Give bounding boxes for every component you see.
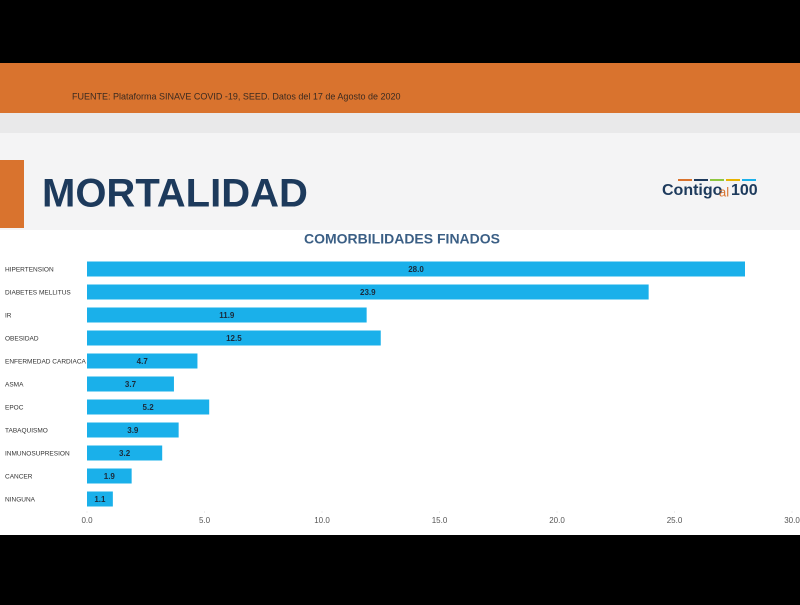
chart-title: COMORBILIDADES FINADOS bbox=[304, 231, 500, 247]
plot: 0.0 5.0 10.0 15.0 20.0 25.0 30.0 HIPERTENSION 28… bbox=[5, 261, 800, 525]
x-tick-label: 15.0 bbox=[432, 516, 448, 525]
y-tick-label: TABAQUISMO bbox=[5, 428, 48, 435]
letterbox-top bbox=[0, 0, 800, 63]
gray-band bbox=[0, 113, 800, 133]
value-label: 23.9 bbox=[360, 288, 376, 297]
source-text: FUENTE: Plataforma SINAVE COVID -19, SEE… bbox=[72, 91, 401, 101]
y-tick-label: EPOC bbox=[5, 405, 24, 412]
x-tick-label: 10.0 bbox=[314, 516, 330, 525]
logo-text: Contigo bbox=[662, 182, 723, 199]
value-label: 4.7 bbox=[137, 357, 149, 366]
y-tick-label: CANCER bbox=[5, 474, 33, 481]
bar bbox=[87, 468, 132, 484]
value-label: 12.5 bbox=[226, 334, 242, 343]
y-tick-label: IR bbox=[5, 313, 12, 320]
bar bbox=[87, 353, 198, 369]
bar bbox=[87, 376, 174, 392]
bar bbox=[87, 491, 113, 507]
x-tick-label: 30.0 bbox=[784, 516, 800, 525]
value-label: 3.2 bbox=[119, 449, 131, 458]
x-tick-label: 5.0 bbox=[199, 516, 211, 525]
title-band bbox=[0, 133, 800, 230]
bar bbox=[87, 445, 163, 461]
y-tick-label: DIABETES MELLITUS bbox=[5, 290, 71, 297]
y-tick-label: NINGUNA bbox=[5, 497, 36, 504]
page-title: MORTALIDAD bbox=[42, 172, 308, 216]
title-tab bbox=[0, 160, 24, 228]
letterbox-bottom bbox=[0, 535, 800, 600]
logo: Contigo al 100 bbox=[662, 179, 758, 199]
bar bbox=[87, 399, 210, 415]
logo-text: 100 bbox=[731, 182, 758, 199]
y-tick-label: ENFERMEDAD CARDIACA bbox=[5, 359, 87, 366]
y-tick-label: ASMA bbox=[5, 382, 24, 389]
bar bbox=[87, 422, 179, 438]
value-label: 3.7 bbox=[125, 380, 137, 389]
source-band bbox=[0, 63, 800, 113]
value-label: 28.0 bbox=[408, 265, 424, 274]
value-label: 3.9 bbox=[127, 426, 139, 435]
bar bbox=[87, 307, 367, 323]
bar bbox=[87, 261, 745, 277]
value-label: 11.9 bbox=[219, 311, 235, 320]
y-tick-label: HIPERTENSION bbox=[5, 267, 54, 274]
logo-text: al bbox=[719, 184, 729, 199]
value-label: 1.9 bbox=[104, 472, 116, 481]
y-tick-label: OBESIDAD bbox=[5, 336, 39, 343]
value-label: 5.2 bbox=[143, 403, 155, 412]
value-label: 1.1 bbox=[94, 495, 106, 504]
x-tick-label: 20.0 bbox=[549, 516, 565, 525]
y-tick-label: INMUNOSUPRESION bbox=[5, 451, 70, 458]
bar bbox=[87, 330, 381, 346]
bar bbox=[87, 284, 649, 300]
x-tick-label: 0.0 bbox=[81, 516, 93, 525]
x-tick-label: 25.0 bbox=[667, 516, 683, 525]
